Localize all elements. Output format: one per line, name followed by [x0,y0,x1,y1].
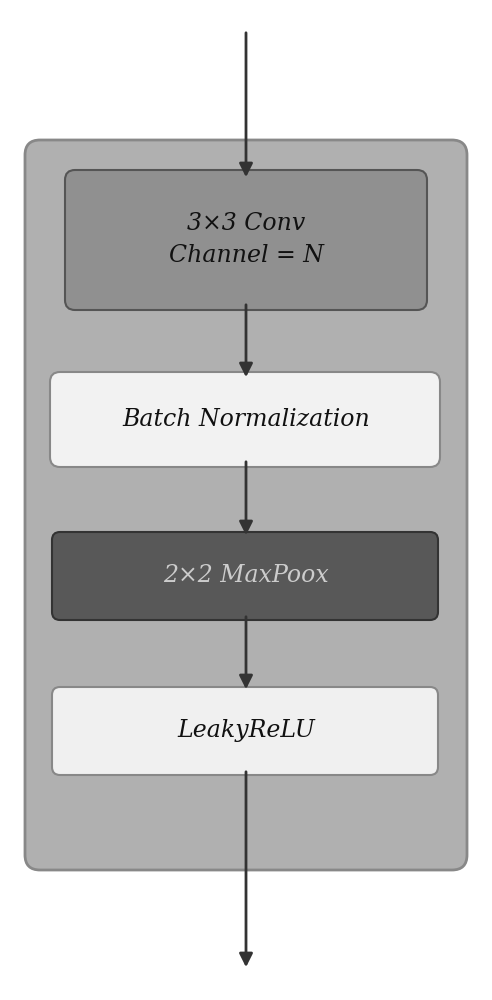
Text: 2×2 MaxPoox: 2×2 MaxPoox [163,564,329,587]
Text: Batch Normalization: Batch Normalization [122,408,370,431]
FancyBboxPatch shape [52,687,438,775]
FancyBboxPatch shape [25,140,467,870]
FancyBboxPatch shape [52,532,438,620]
Text: 3×3 Conv
Channel = N: 3×3 Conv Channel = N [169,213,323,267]
FancyBboxPatch shape [50,372,440,467]
FancyBboxPatch shape [65,170,427,310]
Text: LeakyReLU: LeakyReLU [177,720,315,742]
